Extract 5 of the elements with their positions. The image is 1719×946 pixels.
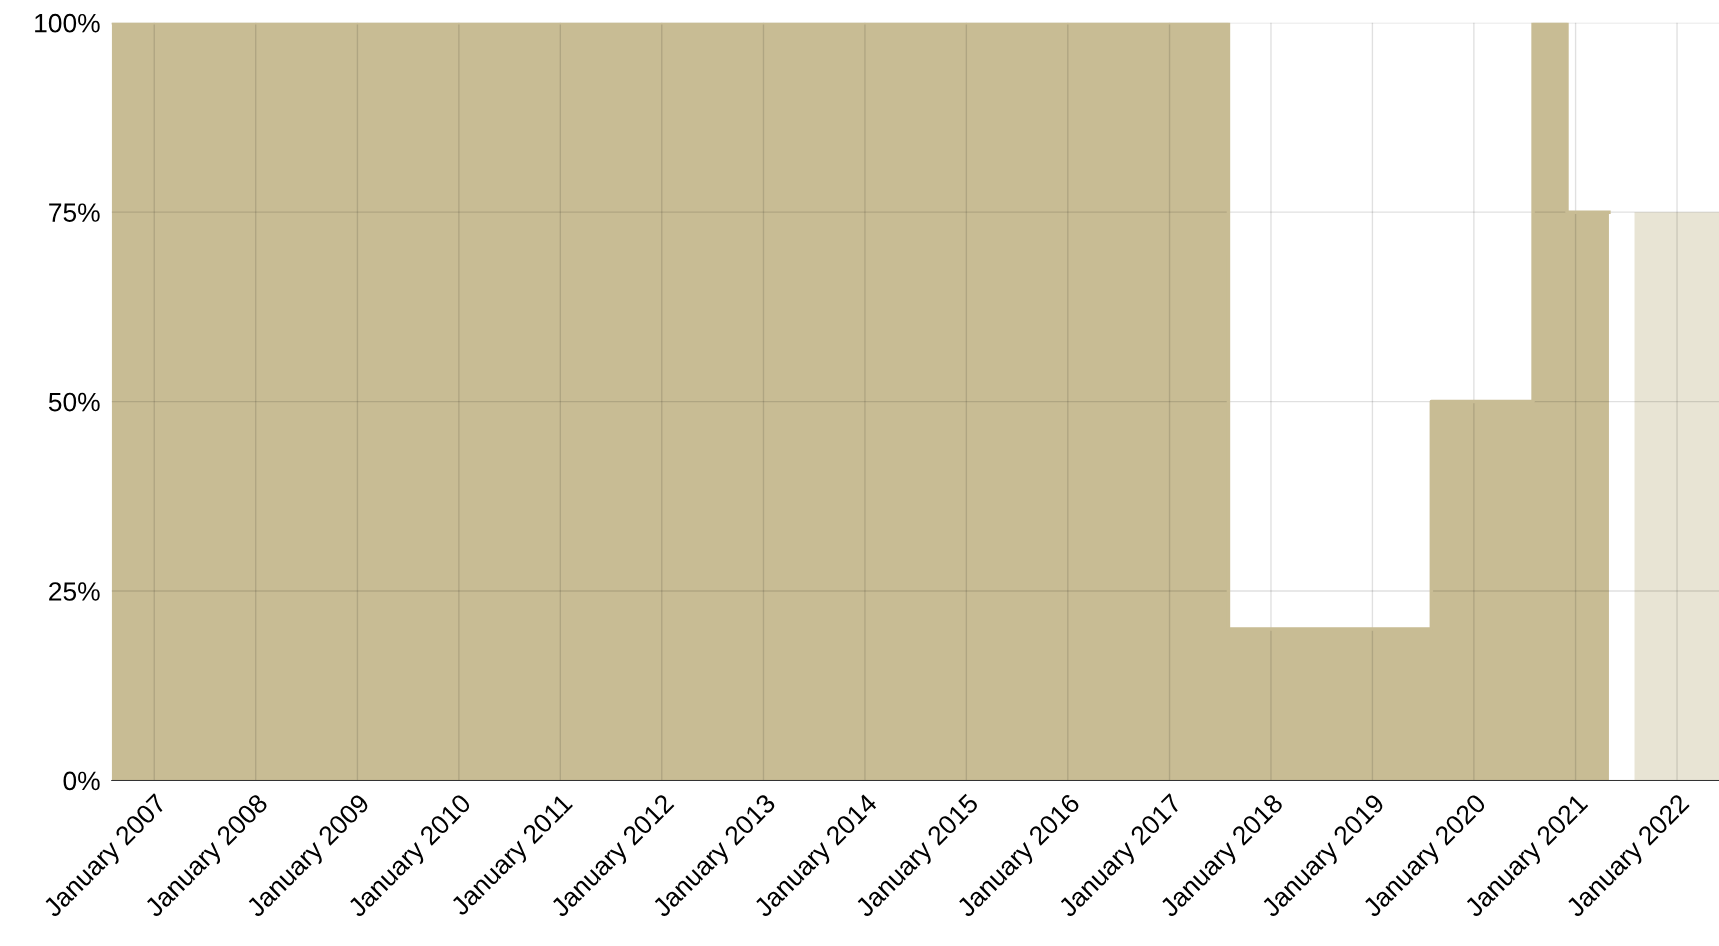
y-tick-label: 50% [48, 392, 100, 412]
y-tick-label: 0% [63, 771, 100, 791]
y-tick-label: 75% [49, 203, 100, 222]
y-tick-label: 100% [35, 13, 100, 33]
y-tick-label: 25% [49, 582, 100, 601]
